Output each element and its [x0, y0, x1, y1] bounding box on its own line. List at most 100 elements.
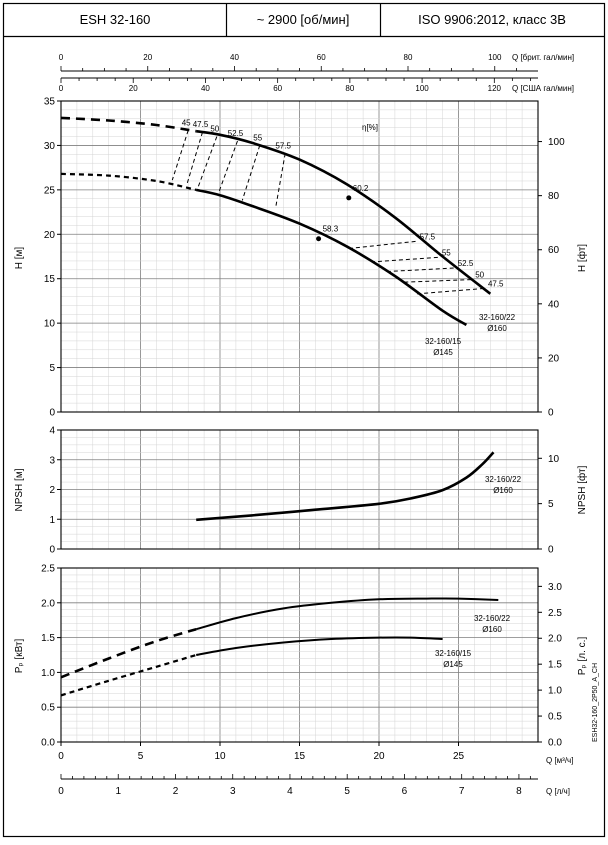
power-curve-22-name: 32-160/22: [474, 614, 511, 623]
head-y-tick-label: 10: [44, 319, 56, 330]
iso-efficiency-label: 50: [475, 271, 484, 280]
iso-efficiency-label: 57.5: [275, 141, 291, 150]
power-y-right-tick-label: 1.5: [548, 660, 562, 671]
head-curve-15-diameter: Ø145: [433, 348, 453, 357]
power-curve-15-name: 32-160/15: [435, 649, 472, 658]
power-y-tick-label: 1.5: [41, 633, 55, 644]
ls-tick-label: 0: [58, 786, 64, 797]
top-brit-tick-label: 0: [59, 53, 64, 62]
head-y-tick-label: 15: [44, 274, 56, 285]
head-y-tick-label: 30: [44, 141, 56, 152]
top-usa-tick-label: 80: [345, 84, 354, 93]
npsh-y-tick-label: 2: [49, 485, 55, 496]
ls-tick-label: 2: [173, 786, 179, 797]
top-usa-tick-label: 0: [59, 84, 64, 93]
iso-efficiency-line: [385, 267, 454, 273]
head-y-label: H [м]: [14, 247, 25, 270]
top-brit-tick-label: 20: [143, 53, 152, 62]
head-y-right-tick-label: 20: [548, 353, 560, 364]
top-axis-brit-label: Q [брит. гал/мин]: [512, 53, 574, 62]
npsh-y-tick-label: 4: [49, 426, 55, 437]
head-curve-22: [196, 129, 492, 295]
head-curve-22-dashed: [60, 116, 197, 133]
top-brit-tick-label: 40: [230, 53, 239, 62]
iso-efficiency-line: [348, 240, 416, 250]
top-brit-tick-label: 80: [404, 53, 413, 62]
iso-efficiency-line: [372, 256, 438, 263]
ls-tick-label: 4: [287, 786, 293, 797]
top-usa-tick-label: 120: [488, 84, 502, 93]
head-curve-22-name: 32-160/22: [479, 313, 516, 322]
power-curve-22-diameter: Ø160: [482, 625, 502, 634]
iso-efficiency-label: 55: [442, 248, 451, 257]
bottom-axes: 0 1 2 3 4 5 6 7 8 Q [м³/ч] Q [л/ч]: [58, 756, 573, 797]
bep-label: 58.3: [323, 225, 339, 234]
power-y-right-label: Pₚ [л. с.]: [577, 637, 588, 676]
iso-efficiency-line: [241, 145, 261, 201]
top-usa-tick-label: 60: [273, 84, 282, 93]
top-brit-tick-label: 100: [488, 53, 502, 62]
top-axis-brit: 0 20 40 60 80 100 Q [брит. гал/мин]: [59, 53, 574, 72]
bep-point: [346, 195, 352, 201]
power-curve-15-diameter: Ø145: [443, 660, 463, 669]
iso-efficiency-line: [197, 136, 218, 189]
iso-efficiency-label: 47.5: [193, 120, 209, 129]
npsh-y-tick-label: 1: [49, 515, 55, 526]
ls-tick-label: 8: [516, 786, 522, 797]
power-y-tick-label: 2.5: [41, 564, 55, 575]
x-tick-label: 25: [453, 751, 465, 762]
head-y-tick-label: 25: [44, 185, 56, 196]
power-y-tick-label: 2.0: [41, 598, 55, 609]
x-axis-label-m3h: Q [м³/ч]: [546, 756, 573, 765]
side-code: ESH32-160_2P50_A_CH: [592, 663, 599, 742]
iso-efficiency-label: 52.5: [228, 129, 244, 138]
header-speed: ~ 2900 [об/мин]: [257, 12, 350, 27]
top-usa-tick-label: 20: [129, 84, 138, 93]
npsh-y-right-tick-label: 0: [548, 545, 554, 556]
iso-efficiency-line: [171, 130, 189, 181]
x-tick-label: 15: [294, 751, 306, 762]
x-tick-label: 0: [58, 751, 64, 762]
head-y-right-tick-label: 0: [548, 408, 554, 419]
top-usa-tick-label: 100: [415, 84, 429, 93]
bep-label: 60.2: [353, 184, 369, 193]
ls-tick-label: 3: [230, 786, 236, 797]
npsh-panel: 0 1 2 3 4 0 5 10 NPSH [м] NPSH [фт] 32-160/22 Ø…: [14, 426, 588, 556]
bep-point: [316, 236, 322, 242]
top-usa-tick-label: 40: [201, 84, 210, 93]
x-tick-label: 5: [138, 751, 144, 762]
head-curve-15: [195, 188, 468, 327]
power-y-right-tick-label: 0.0: [548, 738, 562, 749]
power-y-right-tick-label: 2.5: [548, 608, 562, 619]
power-curve-15: [196, 636, 443, 656]
power-y-right-tick-label: 0.5: [548, 712, 562, 723]
top-axis-usa-label: Q [США гал/мин]: [512, 84, 574, 93]
ls-tick-label: 5: [344, 786, 350, 797]
head-curve-15-name: 32-160/15: [425, 337, 462, 346]
npsh-y-label: NPSH [м]: [14, 468, 25, 511]
ls-tick-label: 1: [115, 786, 121, 797]
npsh-curve-diameter: Ø160: [493, 486, 513, 495]
iso-efficiency-label: 52.5: [458, 259, 474, 268]
power-y-right-tick-label: 2.0: [548, 634, 562, 645]
top-axis-usa: 0 20 40 60 80 100 120 Q [США гал/мин]: [59, 77, 574, 93]
npsh-y-tick-label: 0: [49, 545, 55, 556]
iso-efficiency-label: 55: [253, 133, 262, 142]
head-curve-22-diameter: Ø160: [487, 324, 507, 333]
x-tick-label: 10: [214, 751, 226, 762]
head-y-tick-label: 0: [49, 408, 55, 419]
head-curve-15-dashed: [60, 172, 197, 191]
iso-efficiency-line: [401, 279, 472, 283]
npsh-curve-name: 32-160/22: [485, 475, 522, 484]
x-axis-label-lh: Q [л/ч]: [546, 787, 570, 796]
iso-efficiency-line: [417, 287, 484, 295]
head-y-right-tick-label: 80: [548, 191, 560, 202]
npsh-y-tick-label: 3: [49, 455, 55, 466]
ls-tick-label: 7: [459, 786, 465, 797]
power-y-tick-label: 0.5: [41, 703, 55, 714]
power-y-tick-label: 1.0: [41, 668, 55, 679]
iso-efficiency-label: 45: [182, 118, 191, 127]
iso-efficiency-label: 50: [210, 125, 219, 134]
